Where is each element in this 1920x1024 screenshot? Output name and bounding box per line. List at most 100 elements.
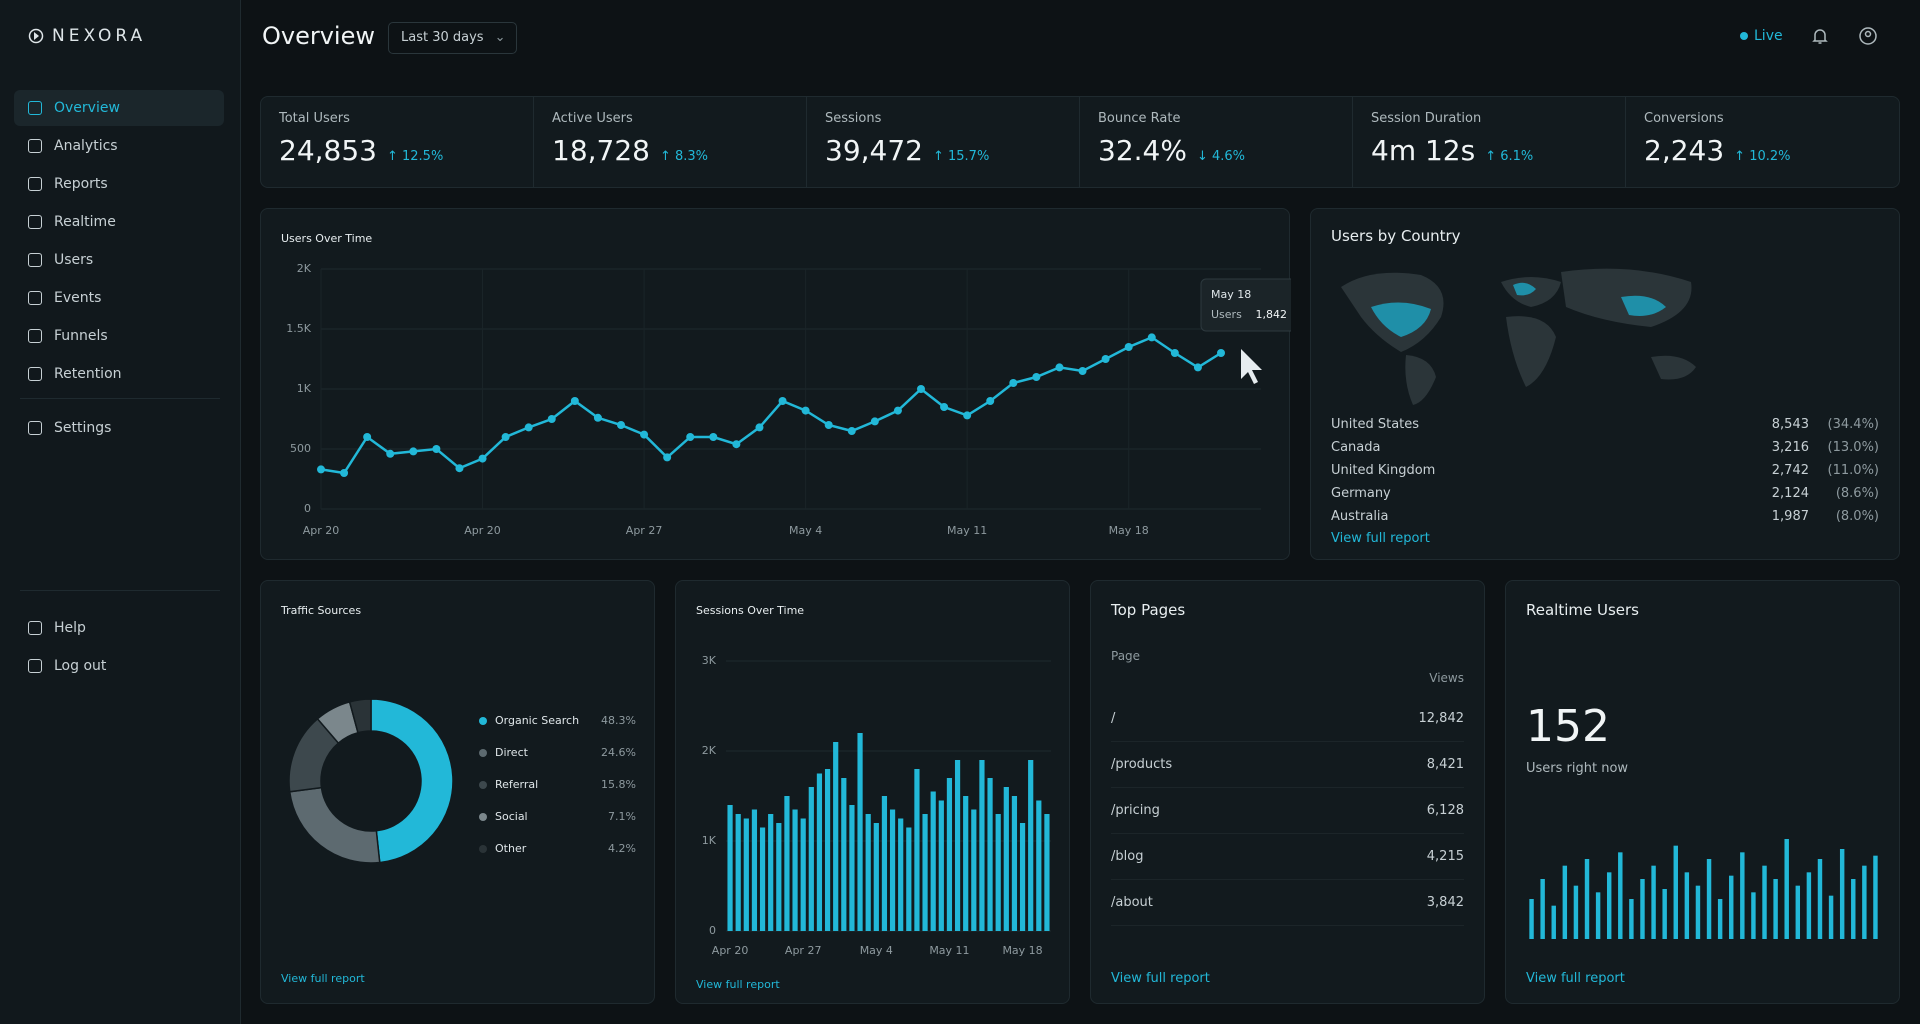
- nav-item[interactable]: Retention: [14, 356, 224, 392]
- nav-item[interactable]: Help: [14, 610, 224, 646]
- line-point: [593, 413, 602, 422]
- kpi-card: Session Duration 4m 12s ↑ 6.1%: [1353, 97, 1626, 187]
- page-path: /products: [1111, 757, 1173, 772]
- line-point: [755, 423, 764, 432]
- nav-label: Help: [54, 620, 86, 636]
- kpi-label: Sessions: [825, 111, 882, 126]
- legend-label: Direct: [495, 746, 529, 759]
- view-report-link[interactable]: View full report: [696, 978, 780, 991]
- nav-item[interactable]: Analytics: [14, 128, 224, 164]
- bar: [1584, 859, 1590, 939]
- kpi-change: ↑ 15.7%: [932, 149, 990, 164]
- line-point: [1124, 343, 1133, 351]
- kpi-label: Total Users: [279, 111, 350, 126]
- bar: [881, 796, 888, 931]
- line-point: [1217, 349, 1225, 357]
- bar: [1851, 879, 1856, 939]
- bar: [930, 791, 936, 931]
- nav-item[interactable]: Log out: [14, 648, 224, 684]
- kpi-change: ↓ 4.6%: [1196, 149, 1246, 164]
- line-point: [386, 449, 395, 458]
- bar: [727, 805, 733, 931]
- bar: [1019, 823, 1026, 931]
- row-divider: [1111, 833, 1464, 834]
- y-tick-label: 2K: [702, 744, 717, 757]
- kpi-value: 18,728: [552, 134, 650, 167]
- line-point: [986, 397, 995, 405]
- nav-item[interactable]: Overview: [14, 90, 224, 126]
- account-button[interactable]: [1858, 26, 1878, 46]
- date-range-select[interactable]: Last 30 days ⌄: [388, 22, 517, 54]
- country-share: (8.6%): [1835, 486, 1879, 501]
- y-tick-label: 0: [709, 924, 716, 937]
- nav-item[interactable]: Users: [14, 242, 224, 278]
- legend-label: Referral: [495, 778, 538, 791]
- bar: [1651, 865, 1656, 939]
- donut-chart: Traffic Sources Organic Search 48.3% Direct…: [280, 604, 636, 985]
- y-tick-label: 2K: [297, 262, 312, 275]
- page-path: /pricing: [1111, 803, 1160, 818]
- nav-icon: [28, 367, 42, 381]
- view-report-link[interactable]: View full report: [1526, 971, 1625, 986]
- bar: [898, 818, 904, 931]
- line-point: [847, 427, 856, 435]
- line-point: [778, 397, 787, 405]
- value-label: 24.6%: [601, 746, 636, 759]
- bar: [922, 814, 928, 931]
- world-map: [1341, 268, 1696, 405]
- nav-label: Events: [54, 290, 102, 306]
- nav-item[interactable]: Funnels: [14, 318, 224, 354]
- legend-label: Other: [495, 842, 527, 855]
- brand-logo: [28, 28, 44, 44]
- nav-label: Overview: [54, 100, 120, 116]
- line-point: [732, 440, 741, 449]
- kpi-card: Conversions 2,243 ↑ 10.2%: [1626, 97, 1899, 187]
- bar: [1873, 855, 1878, 939]
- tooltip: [1200, 278, 1298, 332]
- bar: [1540, 879, 1545, 939]
- bar: [1784, 839, 1789, 939]
- bar: [946, 778, 953, 931]
- x-tick-label: May 4: [789, 524, 822, 537]
- bar: [1729, 875, 1734, 939]
- country-users: 2,124: [1771, 486, 1809, 501]
- line-point: [547, 415, 556, 423]
- kpi-value: 4m 12s: [1371, 134, 1476, 167]
- live-status: Live: [1740, 28, 1783, 44]
- view-report-link[interactable]: View full report: [1111, 971, 1210, 986]
- map-australia: [1651, 355, 1696, 380]
- nav-item[interactable]: Reports: [14, 166, 224, 202]
- row-divider: [1111, 741, 1464, 742]
- users-over-time-panel: Users Over Time 0 500 1K 1.5K 2K Apr 20 Apr 20 A…: [260, 208, 1298, 560]
- line-point: [1032, 373, 1041, 381]
- donut-slice: [370, 698, 454, 864]
- notifications-button[interactable]: [1810, 26, 1830, 46]
- bar: [1817, 859, 1823, 939]
- bar: [792, 809, 798, 931]
- country-name: Canada: [1331, 440, 1381, 455]
- view-report-link[interactable]: View full report: [1331, 531, 1430, 546]
- column-header: Views: [1429, 671, 1464, 685]
- line-point: [801, 406, 810, 415]
- line-point: [917, 385, 925, 393]
- row-divider: [1111, 787, 1464, 788]
- bar: [873, 823, 879, 931]
- kpi-change: ↑ 6.1%: [1485, 149, 1534, 164]
- cursor: [1241, 349, 1262, 384]
- legend-label: Social: [495, 810, 528, 823]
- nav-item[interactable]: Settings: [14, 410, 224, 446]
- map-uk-germany: [1513, 282, 1536, 296]
- bar: [906, 827, 912, 931]
- kpi-value: 39,472: [825, 134, 923, 167]
- nav-item[interactable]: Events: [14, 280, 224, 316]
- nav-icon: [28, 101, 42, 115]
- kpi-label: Active Users: [552, 111, 633, 126]
- view-report-link[interactable]: View full report: [281, 972, 365, 985]
- country-name: United Kingdom: [1331, 463, 1436, 478]
- brand-name: NEXORA: [52, 26, 147, 46]
- country-share: (11.0%): [1827, 463, 1879, 478]
- nav-label: Users: [54, 252, 94, 268]
- bar: [1717, 899, 1723, 939]
- divider: [20, 590, 220, 591]
- nav-item[interactable]: Realtime: [14, 204, 224, 240]
